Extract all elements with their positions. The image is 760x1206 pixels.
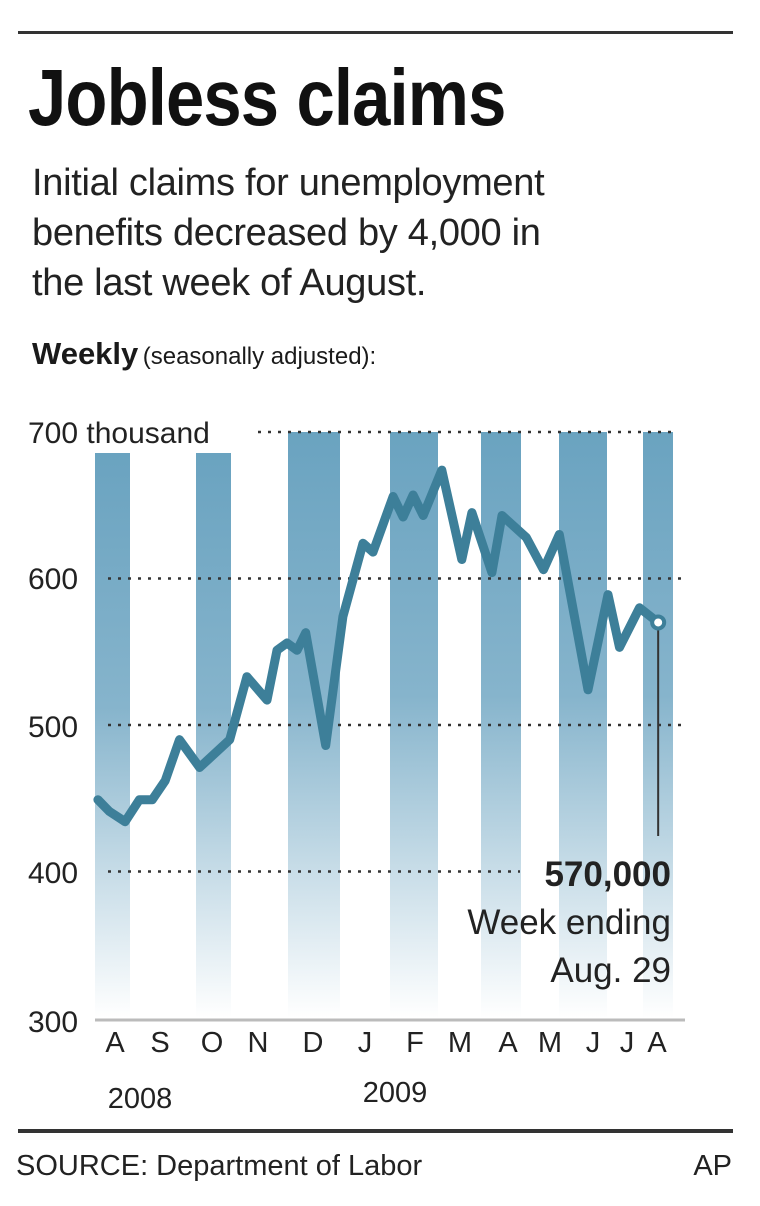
x-tick-label: J [620, 1027, 635, 1059]
credit: AP [693, 1150, 732, 1182]
x-tick-label: J [586, 1027, 601, 1059]
x-tick-label: M [448, 1027, 472, 1059]
x-tick-label: O [201, 1027, 224, 1059]
series-line [93, 465, 663, 827]
x-tick-label: F [406, 1027, 424, 1059]
x-tick-label: J [358, 1027, 373, 1059]
x-tick-label: S [150, 1027, 169, 1059]
y-tick-label: 400 [28, 857, 78, 890]
month-band-2008-10 [196, 453, 231, 1018]
year-label-2008: 2008 [108, 1083, 173, 1115]
annotation-line-1: Week ending [467, 903, 671, 942]
y-tick-label: 500 [28, 711, 78, 744]
month-band-2008-08 [95, 453, 130, 1018]
x-tick-label: A [105, 1027, 125, 1059]
chart-label-main: Weekly [32, 336, 139, 371]
source-note: SOURCE: Department of Labor [16, 1150, 423, 1182]
subtitle-line-2: benefits decreased by 4,000 in [32, 212, 541, 254]
subtitle-line-3: the last week of August. [32, 262, 427, 304]
y-tick-label: 700 thousand [28, 417, 210, 450]
annotation-value: 570,000 [544, 855, 671, 894]
top-rule [18, 31, 733, 34]
chart-label-note: (seasonally adjusted): [142, 343, 377, 370]
x-tick-label: N [248, 1027, 269, 1059]
chart-title: Jobless claims [28, 53, 506, 142]
chart-label: Weekly (seasonally adjusted): [32, 336, 376, 372]
y-tick-label: 300 [28, 1006, 78, 1039]
x-tick-label: A [498, 1027, 518, 1059]
last-point-marker [650, 614, 667, 631]
x-tick-label: M [538, 1027, 562, 1059]
x-tick-label: D [303, 1027, 324, 1059]
x-tick-label: A [647, 1027, 667, 1059]
subtitle-line-1: Initial claims for unemployment [32, 162, 545, 204]
bottom-rule [18, 1129, 733, 1133]
year-label-2009: 2009 [363, 1077, 428, 1109]
annotation-line-2: Aug. 29 [550, 951, 671, 990]
y-tick-label: 600 [28, 563, 78, 596]
